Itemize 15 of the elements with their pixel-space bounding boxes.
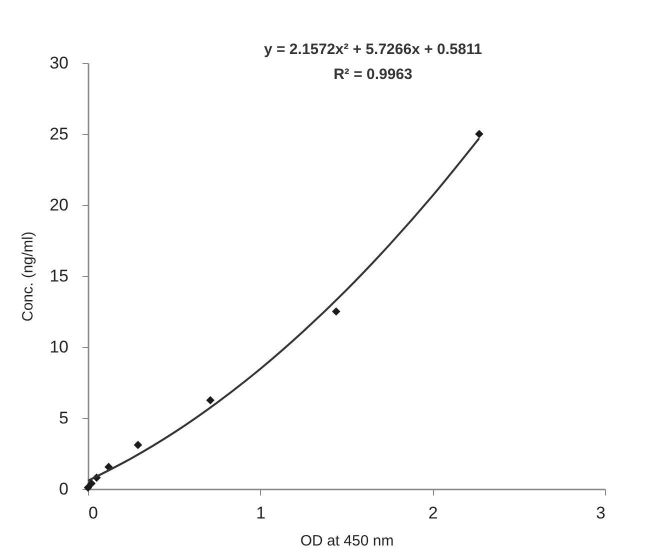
y-tick-label: 5 bbox=[59, 408, 68, 428]
x-tick-label: 2 bbox=[428, 504, 438, 522]
x-axis-title: OD at 450 nm bbox=[300, 532, 394, 550]
y-tick-label: 0 bbox=[59, 480, 68, 498]
y-tick-label: 10 bbox=[50, 338, 68, 356]
x-tick-label: 3 bbox=[596, 504, 606, 522]
text: y = 2.1572x² + 5.7266x + 0.5811 bbox=[264, 41, 482, 58]
y-tick-label: 20 bbox=[50, 196, 68, 214]
annotation: R² = 0.9963 bbox=[334, 66, 412, 83]
y-tick-label: 25 bbox=[50, 124, 68, 144]
y-tick-label: 15 bbox=[50, 266, 68, 286]
x-tick-label: 1 bbox=[256, 504, 266, 522]
y-tick-label: 30 bbox=[50, 54, 68, 72]
x-tick-label: 0 bbox=[88, 504, 98, 522]
y-axis-title: Conc. (ng/ml) bbox=[20, 231, 37, 322]
